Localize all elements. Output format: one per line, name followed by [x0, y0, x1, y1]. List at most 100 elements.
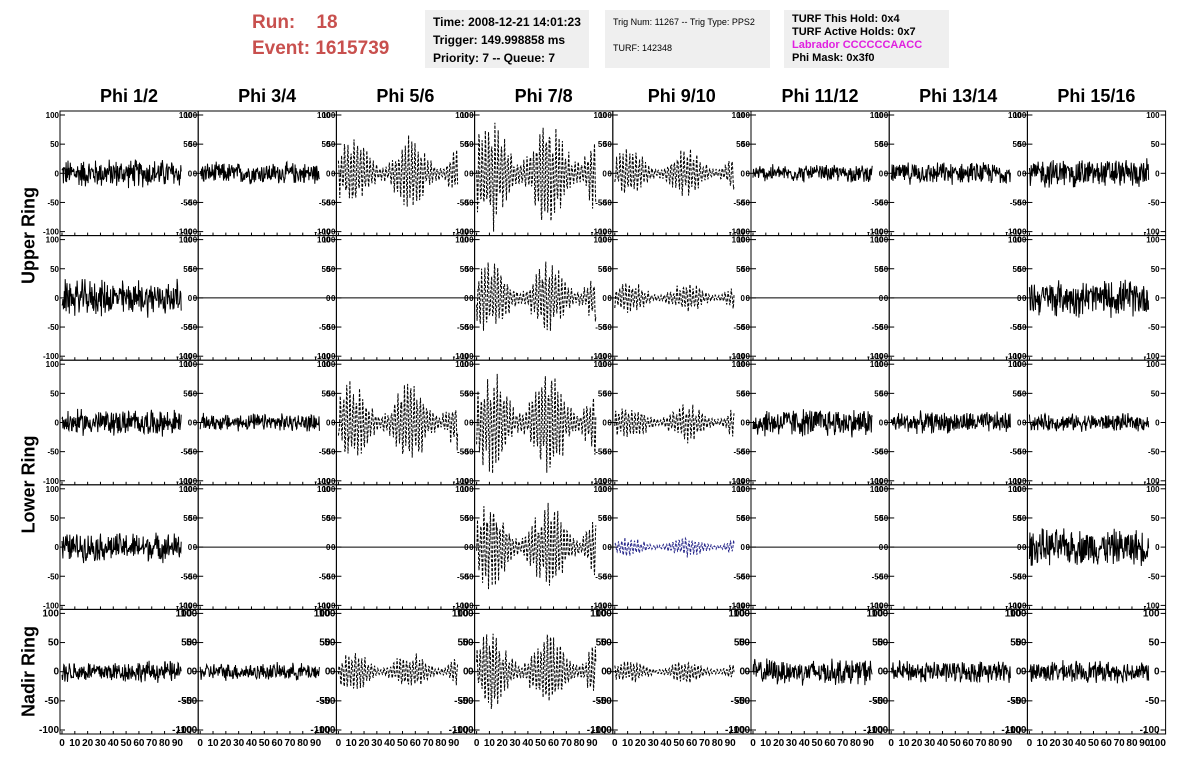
- y-tick-label: 100: [46, 236, 60, 245]
- labrador-text: Labrador CCCCCCAACC: [792, 39, 923, 51]
- y-tick-label: -100: [730, 725, 750, 736]
- x-tick-label: 60: [963, 738, 975, 749]
- y-tick-label-right: -100: [453, 352, 470, 361]
- y-tick-label-right: 50: [874, 514, 883, 523]
- y-tick-label-right: 0: [464, 419, 469, 428]
- x-tick-label: 30: [509, 738, 521, 749]
- y-tick-label: -100: [868, 725, 888, 736]
- y-tick-label-right: -50: [1007, 696, 1022, 707]
- y-tick-label: 50: [1017, 389, 1026, 398]
- y-tick-label-right: 100: [314, 608, 331, 619]
- y-tick-label-right: 0: [325, 667, 331, 678]
- y-tick-label-right: 100: [593, 360, 607, 369]
- turf-active-holds-text: TURF Active Holds: 0x7: [792, 26, 916, 38]
- y-tick-label-right: 100: [317, 111, 331, 120]
- y-tick-label-right: 0: [187, 667, 193, 678]
- y-tick-label: -100: [177, 725, 197, 736]
- y-tick-label: -50: [600, 323, 612, 332]
- y-tick-label-right: -50: [1010, 572, 1022, 581]
- y-tick-label: 50: [326, 514, 335, 523]
- y-tick-label: -100: [43, 228, 60, 237]
- y-tick-label: -50: [47, 198, 59, 207]
- y-tick-label: 100: [598, 360, 612, 369]
- y-tick-label: 0: [331, 294, 336, 303]
- y-tick-label: 0: [193, 543, 198, 552]
- y-tick-label: 0: [1021, 667, 1027, 678]
- waveform-trace: [752, 658, 873, 686]
- y-tick-label: 100: [737, 236, 751, 245]
- x-tick-label: 20: [497, 738, 509, 749]
- y-tick-label-right: -100: [591, 228, 608, 237]
- y-tick-label-right: -100: [449, 725, 469, 736]
- y-tick-label-right: 0: [879, 169, 884, 178]
- y-tick-label: -50: [1012, 696, 1027, 707]
- waveform-trace: [752, 409, 873, 438]
- column-title-3: Phi 5/6: [376, 86, 435, 106]
- y-tick-label-right: 50: [1151, 265, 1160, 274]
- y-tick-label: 50: [188, 265, 197, 274]
- y-tick-label: -50: [738, 448, 750, 457]
- y-tick-label: 50: [879, 265, 888, 274]
- waveform-trace: [614, 661, 735, 683]
- y-tick-label-right: 100: [176, 608, 193, 619]
- y-tick-label: -50: [324, 448, 336, 457]
- x-tick-label: 40: [1075, 738, 1087, 749]
- y-tick-label: 100: [1010, 608, 1027, 619]
- y-tick-label-right: 50: [1151, 389, 1160, 398]
- y-tick-label: -100: [181, 477, 198, 486]
- y-tick-label-right: 0: [602, 169, 607, 178]
- y-tick-label: 50: [465, 389, 474, 398]
- x-tick-label: 60: [824, 738, 836, 749]
- y-tick-label: 100: [737, 360, 751, 369]
- x-tick-label: 10: [69, 738, 81, 749]
- y-tick-label-right: 50: [1148, 638, 1160, 649]
- y-tick-label-right: 100: [455, 360, 469, 369]
- y-tick-label: 50: [1017, 140, 1026, 149]
- waveform-trace: [61, 532, 182, 564]
- y-tick-label-right: -50: [181, 198, 193, 207]
- y-tick-label: -50: [47, 448, 59, 457]
- y-tick-label: 50: [48, 638, 60, 649]
- y-tick-label-right: 100: [870, 360, 884, 369]
- y-tick-label: 100: [598, 236, 612, 245]
- x-tick-label: 100: [1149, 738, 1166, 749]
- waveform-trace: [61, 278, 182, 318]
- waveform-trace: [614, 536, 735, 558]
- waveform-trace: [614, 148, 735, 196]
- y-tick-label: 0: [331, 543, 336, 552]
- x-tick-label: 80: [297, 738, 309, 749]
- y-tick-label: 0: [469, 419, 474, 428]
- y-tick-label: 100: [598, 485, 612, 494]
- y-tick-label: 50: [1015, 638, 1027, 649]
- y-tick-label: 0: [1022, 169, 1027, 178]
- y-tick-label-right: 50: [460, 140, 469, 149]
- y-tick-label-right: 50: [457, 638, 469, 649]
- x-tick-label: 90: [448, 738, 460, 749]
- y-tick-label: 50: [326, 389, 335, 398]
- y-tick-label-right: -50: [872, 448, 884, 457]
- y-tick-label: -50: [877, 323, 889, 332]
- waveform-trace: [1028, 279, 1150, 318]
- y-tick-label: -100: [39, 725, 59, 736]
- y-tick-label: 100: [595, 608, 612, 619]
- waveform-trace: [61, 660, 182, 683]
- y-tick-label: -100: [458, 228, 475, 237]
- x-tick-label: 10: [1037, 738, 1049, 749]
- y-tick-label-right: -50: [319, 198, 331, 207]
- phi-mask-text: Phi Mask: 0x3f0: [792, 52, 875, 64]
- y-tick-label-right: 50: [598, 389, 607, 398]
- priority-text: Priority: 7 -- Queue: 7: [433, 51, 556, 65]
- y-tick-label-right: 50: [1012, 140, 1021, 149]
- x-tick-label: 10: [760, 738, 772, 749]
- y-tick-label: -100: [734, 601, 751, 610]
- y-tick-label: 100: [460, 360, 474, 369]
- y-tick-label-right: 100: [1146, 485, 1160, 494]
